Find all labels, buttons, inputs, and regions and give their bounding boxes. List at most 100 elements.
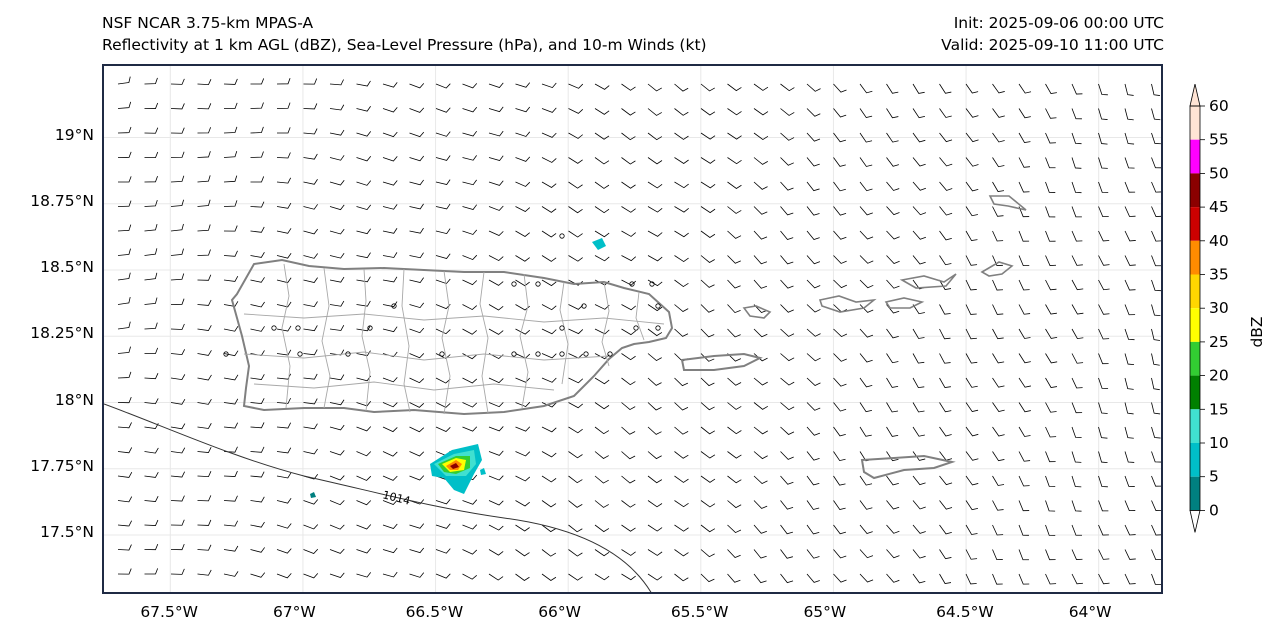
wind-barb [674, 328, 689, 337]
wind-barb [753, 353, 768, 362]
wind-barb [356, 572, 372, 578]
wind-barb [859, 279, 874, 289]
wind-barb [250, 176, 265, 183]
wind-barb [647, 132, 663, 141]
wind-barb [1071, 83, 1083, 95]
wind-barb [435, 548, 451, 554]
wind-barb [382, 377, 398, 383]
fields-title: Reflectivity at 1 km AGL (dBZ), Sea-Leve… [102, 36, 707, 54]
wind-barb [409, 83, 425, 89]
wind-barb [382, 276, 398, 283]
wind-barb [806, 402, 821, 411]
wind-barb [753, 426, 768, 435]
lon-tick-label: 64°W [1068, 603, 1112, 621]
wind-barb [356, 426, 372, 432]
wind-barb [753, 132, 769, 141]
wind-barb [647, 377, 662, 386]
wind-barb [1151, 402, 1161, 415]
municipal-boundaries [243, 263, 665, 415]
wind-barb [276, 301, 292, 308]
wind-barb [409, 227, 424, 234]
wind-barb [276, 228, 292, 234]
wind-barb [462, 402, 478, 408]
wind-barb [409, 475, 425, 481]
wind-barb [647, 402, 662, 411]
wind-barb [886, 377, 899, 388]
wind-barb [700, 500, 716, 508]
colorbar-tick-label: 10 [1209, 434, 1229, 452]
wind-barb [727, 83, 742, 92]
wind-barb [647, 549, 663, 556]
wind-barb [197, 350, 212, 356]
wind-barb [859, 83, 873, 94]
wind-barb [780, 500, 794, 510]
wind-barb [409, 547, 425, 554]
wind-barb [117, 544, 132, 551]
wind-barb [912, 524, 926, 534]
wind-barb [568, 500, 583, 508]
wind-barb [250, 78, 265, 85]
wind-barb [939, 108, 952, 118]
wind-barb [488, 205, 504, 211]
wind-barb [1124, 402, 1134, 415]
calm-station-marker [607, 351, 613, 357]
wind-barb [806, 426, 821, 436]
wind-barb [727, 255, 741, 264]
wind-barb [859, 181, 873, 192]
wind-barb [144, 471, 159, 478]
wind-barb [276, 277, 292, 284]
wind-barb [780, 426, 795, 435]
wind-barb [435, 253, 451, 259]
wind-barb [488, 549, 504, 556]
wind-barb [276, 152, 291, 159]
wind-barb [515, 230, 530, 237]
wind-barb [1151, 573, 1161, 585]
wind-barb [806, 206, 820, 216]
isobar-1014 [104, 403, 652, 592]
wind-barb [939, 549, 952, 560]
wind-barb [515, 475, 531, 482]
wind-barb [170, 398, 186, 405]
wind-barb [382, 326, 398, 333]
wind-barb [780, 524, 793, 535]
lon-tick-label: 67°W [272, 603, 316, 621]
wind-barb [462, 83, 478, 89]
wind-barb [965, 475, 979, 486]
wind-barb [1151, 304, 1161, 317]
wind-barb [594, 402, 610, 410]
wind-barb [1018, 475, 1030, 487]
wind-barb [806, 230, 820, 240]
wind-barb [117, 76, 131, 85]
wind-barb [1098, 181, 1109, 193]
wind-barb [965, 328, 977, 340]
wind-barb [170, 447, 186, 454]
isobar-label: 1014 [381, 488, 411, 507]
wind-barb [144, 224, 158, 232]
map-panel: 1014 [102, 64, 1163, 594]
wind-barb [780, 108, 795, 116]
wind-barb [859, 157, 873, 167]
wind-barb [462, 179, 477, 186]
wind-barb [515, 426, 531, 432]
wind-barb [859, 132, 873, 143]
wind-barb [1045, 157, 1056, 169]
wind-barb [965, 206, 978, 217]
wind-barb [727, 279, 741, 289]
wind-barb [939, 206, 953, 216]
wind-barb [939, 353, 951, 364]
wind-barb [329, 228, 345, 235]
wind-barb [753, 157, 768, 165]
wind-barb [621, 426, 636, 435]
lat-tick-label: 18.5°N [40, 258, 94, 277]
wind-barb [992, 304, 1004, 315]
colorbar-tick-label: 0 [1209, 501, 1219, 519]
wind-barb [382, 301, 398, 308]
wind-barb [965, 255, 978, 266]
wind-barb [462, 524, 478, 530]
wind-barb [594, 475, 609, 484]
wind-barb [223, 470, 238, 477]
wind-barb [912, 500, 926, 510]
wind-barb [621, 83, 636, 91]
wind-barb [780, 328, 795, 337]
wind-barb [382, 402, 398, 408]
